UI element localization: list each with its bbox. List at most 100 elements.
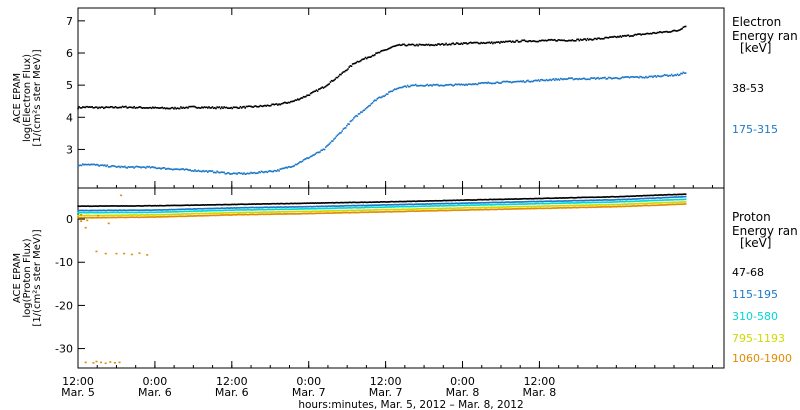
proton-point [173, 213, 175, 216]
proton-point [571, 201, 574, 204]
proton-point [142, 205, 145, 207]
proton-point [495, 201, 498, 204]
proton-point [521, 203, 523, 205]
proton-point [590, 201, 592, 204]
proton-point [576, 206, 578, 209]
electron-point [177, 107, 180, 110]
proton-point [527, 200, 529, 203]
proton-point [295, 213, 298, 215]
proton-point [537, 200, 540, 203]
proton-point [652, 199, 654, 202]
proton-point [228, 207, 230, 209]
xtick-date-1: Mar. 6 [138, 386, 172, 399]
proton-point [173, 211, 175, 213]
proton-point [216, 212, 218, 215]
proton-point [385, 201, 388, 203]
proton-point [381, 208, 383, 211]
proton-point [458, 204, 460, 207]
electron-point [371, 54, 374, 57]
proton-point [437, 209, 439, 212]
proton-point [91, 205, 93, 208]
proton-point [404, 205, 407, 208]
electron-point [561, 78, 563, 80]
proton-point [146, 216, 148, 218]
proton-point [681, 193, 683, 196]
proton-point [458, 209, 460, 211]
proton-point [162, 213, 165, 216]
proton-point [523, 201, 526, 203]
proton-point [99, 205, 102, 207]
proton-point [301, 208, 304, 210]
proton-point [272, 213, 275, 216]
proton-point [594, 206, 597, 209]
proton-point [364, 201, 367, 204]
proton-point [404, 200, 407, 203]
electron-point [410, 84, 412, 87]
proton-point [371, 206, 374, 209]
proton-point [358, 211, 361, 214]
proton-point [552, 200, 555, 203]
proton-point [518, 198, 521, 200]
electron-point [427, 43, 430, 46]
electron-point [271, 170, 273, 173]
proton-point [154, 214, 157, 216]
electron-point [145, 167, 147, 169]
electron-point [625, 35, 627, 37]
proton-point [605, 196, 607, 198]
electron-point [414, 44, 417, 47]
proton-point [469, 202, 472, 204]
proton-point [531, 207, 534, 210]
electron-point [518, 41, 521, 43]
proton-point [78, 212, 81, 214]
proton-point [556, 207, 558, 209]
proton-point [647, 202, 650, 205]
proton-point [275, 206, 278, 208]
electron-point [448, 43, 451, 45]
proton-point [661, 201, 664, 204]
electron-point [210, 170, 213, 173]
proton-point [335, 207, 338, 209]
proton-point [418, 208, 421, 210]
electron-point [112, 164, 114, 167]
proton-point [154, 204, 157, 207]
proton-point [573, 204, 576, 207]
proton-point [573, 206, 576, 209]
electron-point [563, 78, 565, 80]
electron-point [430, 84, 432, 86]
electron-point [185, 106, 188, 109]
proton-point [150, 213, 153, 216]
proton-point [212, 207, 215, 210]
proton-point [197, 212, 200, 215]
proton-point [522, 205, 525, 208]
proton-point [98, 216, 100, 219]
proton-point [147, 211, 149, 214]
proton-point [168, 213, 171, 216]
proton-point [375, 211, 377, 213]
proton-point [203, 207, 206, 210]
proton-point [395, 200, 397, 203]
electron-point [499, 82, 501, 84]
electron-point [662, 74, 665, 77]
electron-point [218, 106, 221, 108]
proton-point [472, 206, 474, 209]
proton-point [264, 211, 266, 213]
electron-point [614, 76, 617, 79]
proton-point [312, 207, 314, 210]
proton-point [494, 208, 496, 211]
proton-point [210, 207, 213, 210]
electron-point [238, 172, 241, 174]
proton-point [445, 209, 447, 212]
proton-point [662, 196, 665, 199]
proton-point [370, 201, 373, 204]
proton-point [680, 198, 682, 201]
proton-point [434, 199, 437, 202]
proton-point [618, 200, 620, 203]
electron-point [81, 106, 84, 108]
proton-point [507, 203, 509, 206]
proton-point [244, 203, 246, 206]
proton-point [563, 202, 565, 204]
proton-point [275, 208, 278, 211]
proton-point [343, 201, 346, 204]
proton-point [654, 202, 657, 204]
proton-point [670, 199, 673, 201]
